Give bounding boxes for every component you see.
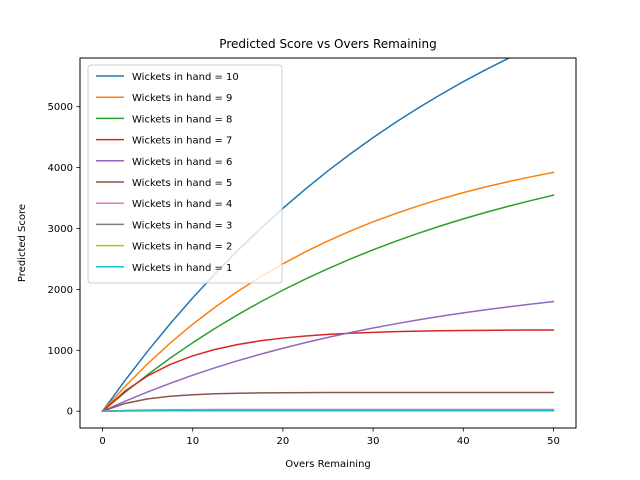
series-line-5 bbox=[101, 300, 555, 413]
y-tick-label: 3000 bbox=[48, 224, 73, 235]
y-axis-label: Predicted Score bbox=[17, 204, 28, 282]
series-line-6 bbox=[101, 391, 555, 413]
legend-label: Wickets in hand = 9 bbox=[132, 93, 232, 104]
legend-label: Wickets in hand = 6 bbox=[132, 157, 232, 168]
x-tick-label: 50 bbox=[547, 436, 560, 447]
legend-label: Wickets in hand = 5 bbox=[132, 178, 232, 189]
x-tick-label: 20 bbox=[277, 436, 290, 447]
plot-frame bbox=[79, 57, 577, 429]
legend-box bbox=[87, 64, 283, 284]
tick-layer: 0 10 20 30 40 50 0 1000 2000 3000 4000 5000 bbox=[48, 102, 560, 447]
y-tick-label: 2000 bbox=[48, 285, 73, 296]
series-line-4 bbox=[101, 329, 555, 413]
x-axis-label: Overs Remaining bbox=[285, 459, 371, 470]
x-tick-label: 40 bbox=[457, 436, 470, 447]
legend-label: Wickets in hand = 1 bbox=[132, 263, 232, 274]
x-tick-label: 30 bbox=[367, 436, 380, 447]
legend-label: Wickets in hand = 10 bbox=[132, 72, 239, 83]
legend-label: Wickets in hand = 7 bbox=[132, 136, 232, 147]
legend-label: Wickets in hand = 8 bbox=[132, 114, 232, 125]
x-tick-label: 0 bbox=[99, 436, 105, 447]
y-tick-label: 5000 bbox=[48, 102, 73, 113]
series-line-1 bbox=[101, 58, 511, 413]
legend: Wickets in hand = 10 Wickets in hand = 9 W… bbox=[87, 64, 283, 284]
y-tick-label: 4000 bbox=[48, 163, 73, 174]
legend-label: Wickets in hand = 4 bbox=[132, 199, 232, 210]
chart-title: Predicted Score vs Overs Remaining bbox=[219, 37, 436, 51]
x-tick-label: 10 bbox=[186, 436, 199, 447]
series-line-2 bbox=[101, 171, 555, 413]
series-layer bbox=[101, 58, 555, 413]
y-tick-label: 1000 bbox=[48, 346, 73, 357]
legend-label: Wickets in hand = 2 bbox=[132, 242, 232, 253]
legend-label: Wickets in hand = 3 bbox=[132, 220, 232, 231]
y-tick-label: 0 bbox=[67, 407, 73, 418]
series-line-3 bbox=[101, 194, 555, 413]
